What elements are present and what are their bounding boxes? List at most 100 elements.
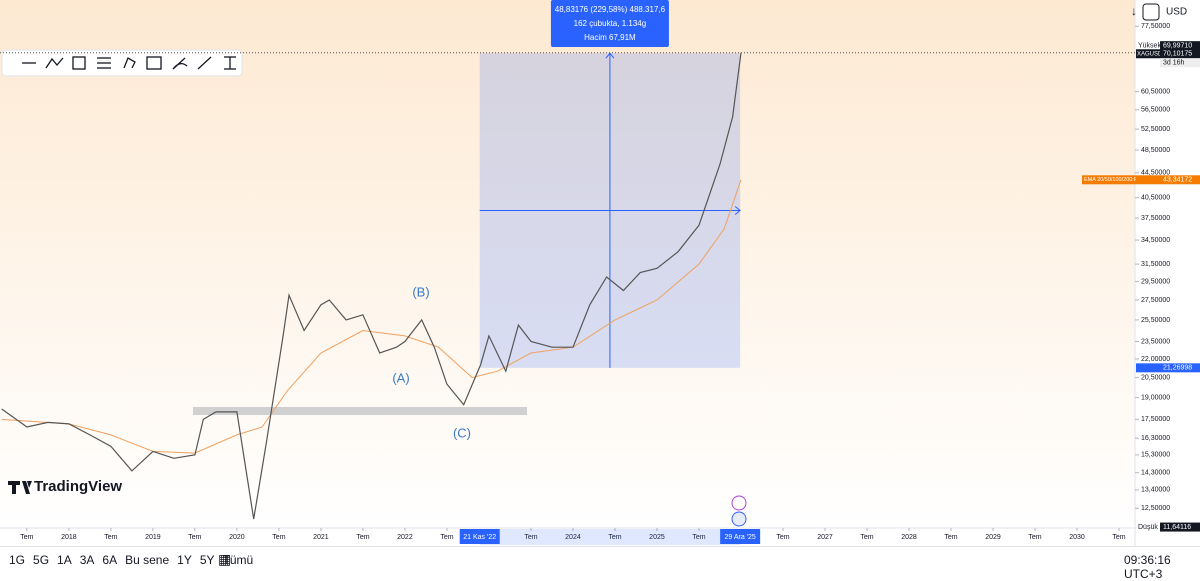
- y-tick-label: 52,50000: [1141, 126, 1170, 133]
- x-tick-label: Tem: [188, 534, 201, 541]
- logo-text: TradingView: [34, 478, 122, 495]
- x-tick-label: Tem: [524, 534, 537, 541]
- currency[interactable]: USD: [1166, 7, 1187, 18]
- x-tick-label: 2024: [565, 534, 581, 541]
- range-button[interactable]: 5G: [33, 553, 50, 567]
- y-tick-label: 34,50000: [1141, 237, 1170, 244]
- y-tick-label: 25,50000: [1141, 317, 1170, 324]
- y-tick-label: 37,50000: [1141, 215, 1170, 222]
- y-tick-label: 20,50000: [1141, 374, 1170, 381]
- wave-label: (A): [392, 370, 409, 385]
- range-label: 21 Kas '22: [463, 534, 496, 541]
- x-tick-label: Tem: [860, 534, 873, 541]
- range-label: 29 Ara '25: [724, 534, 755, 541]
- price-badge: [1136, 363, 1200, 373]
- caption-text: EMA 20/50/100/200:Plot: [1084, 177, 1144, 183]
- countdown-text: 3d 16h: [1163, 60, 1185, 67]
- event-icon[interactable]: [731, 495, 747, 511]
- y-tick-label: 19,00000: [1141, 394, 1170, 401]
- price-badge-text: 11,64116: [1163, 524, 1191, 531]
- price-badge: [1160, 49, 1200, 59]
- x-tick-label: 2021: [313, 534, 329, 541]
- x-tick-label: 2020: [229, 534, 245, 541]
- wave-label: (B): [412, 284, 429, 299]
- x-tick-label: 2030: [1069, 534, 1085, 541]
- measure-text: 48,83176 (229,58%) 488.317,6: [555, 5, 666, 14]
- measure-text: Hacim 67,91M: [584, 33, 636, 42]
- logo: TradingView: [8, 478, 122, 495]
- price-badge: [1160, 41, 1200, 51]
- y-tick-label: 40,50000: [1141, 195, 1170, 202]
- arrow-icon[interactable]: ↓: [1131, 4, 1137, 18]
- x-tick-label: Tem: [440, 534, 453, 541]
- chart: (B) (A) (C) TradingView ↓ USD 77,50000 60…: [0, 0, 1200, 546]
- price-badge-text: 69,99710: [1163, 43, 1192, 50]
- price-badge: [1160, 522, 1200, 532]
- x-tick-label: 2029: [985, 534, 1001, 541]
- y-tick-label: 14,30000: [1141, 470, 1170, 477]
- support-zone: [193, 407, 527, 415]
- caption-text: Düşük: [1138, 524, 1158, 531]
- x-tick-label: 2018: [61, 534, 77, 541]
- x-tick-label: Tem: [944, 534, 957, 541]
- range-button[interactable]: 3A: [79, 553, 95, 567]
- x-tick-label: Tem: [692, 534, 705, 541]
- x-tick-label: 2027: [817, 534, 833, 541]
- price-line: [1, 52, 742, 520]
- y-tick-label: 12,50000: [1141, 505, 1170, 512]
- top-controls[interactable]: ↓ USD: [1131, 3, 1187, 21]
- x-tick-label: Tem: [776, 534, 789, 541]
- measure-info: [550, 0, 669, 47]
- y-tick-label: 16,30000: [1141, 435, 1170, 442]
- y-tick-label: 22,00000: [1141, 356, 1170, 363]
- range-button[interactable]: 1G: [9, 553, 26, 567]
- y-tick-label: 44,50000: [1141, 170, 1170, 177]
- y-tick-label: 29,50000: [1141, 278, 1170, 285]
- x-tick-label: Tem: [20, 534, 33, 541]
- symbol-badge: [1136, 49, 1160, 59]
- range-button[interactable]: Bu sene: [125, 553, 170, 567]
- caption-badge: [1082, 175, 1136, 185]
- range-button[interactable]: 1Y: [177, 553, 192, 567]
- x-tick-label: 2022: [397, 534, 413, 541]
- y-tick-label: 56,50000: [1141, 107, 1170, 114]
- measure-arrow: [734, 206, 741, 215]
- bottom-bar: 09:36:16 UTC+3 ▦ 1G 5G 1A 3A 6A Bu sene 1Y 5Y Tü…: [0, 546, 1200, 581]
- x-tick-label: Tem: [104, 534, 117, 541]
- caption-text: Yüksek: [1138, 43, 1161, 50]
- y-tick-label: 77,50000: [1141, 23, 1170, 30]
- y-tick-label: 48,50000: [1141, 147, 1170, 154]
- y-tick-label: 27,50000: [1141, 297, 1170, 304]
- y-tick-label: 60,50000: [1141, 89, 1170, 96]
- range-button[interactable]: Tümü: [222, 553, 254, 567]
- symbol-text: XAGUSD: [1137, 51, 1163, 57]
- event-icon[interactable]: [731, 511, 747, 527]
- price-badge-text: 43,34172: [1163, 177, 1192, 184]
- y-tick-label: 23,50000: [1141, 338, 1170, 345]
- range-button[interactable]: 5Y: [199, 553, 215, 567]
- range-button[interactable]: 1A: [57, 553, 72, 567]
- x-tick-label: 2025: [649, 534, 665, 541]
- range-badge: [720, 529, 761, 544]
- price-axis: [1135, 0, 1200, 546]
- price-badge: [1136, 175, 1200, 185]
- x-tick-label: Tem: [272, 534, 285, 541]
- price-badge-text: 21,26998: [1163, 365, 1192, 372]
- range-badge: [459, 529, 500, 544]
- measure-text: 162 çubukta, 1.134g: [574, 19, 647, 28]
- x-tick-label: 2028: [901, 534, 917, 541]
- x-tick-label: Tem: [608, 534, 621, 541]
- clock: 09:36:16 UTC+3: [1124, 553, 1171, 581]
- countdown-badge: [1160, 58, 1200, 68]
- y-tick-label: 31,50000: [1141, 261, 1170, 268]
- mode-button[interactable]: [1142, 3, 1160, 21]
- y-tick-label: 17,50000: [1141, 416, 1170, 423]
- y-tick-label: 13,40000: [1141, 487, 1170, 494]
- calendar-icon[interactable]: ▦: [218, 551, 232, 567]
- x-tick-label: 2019: [145, 534, 161, 541]
- range-button[interactable]: 6A: [102, 553, 118, 567]
- y-tick-label: 15,30000: [1141, 452, 1170, 459]
- price-badge-text: 70,10175: [1163, 51, 1192, 58]
- drawing-toolbar: [1, 49, 243, 77]
